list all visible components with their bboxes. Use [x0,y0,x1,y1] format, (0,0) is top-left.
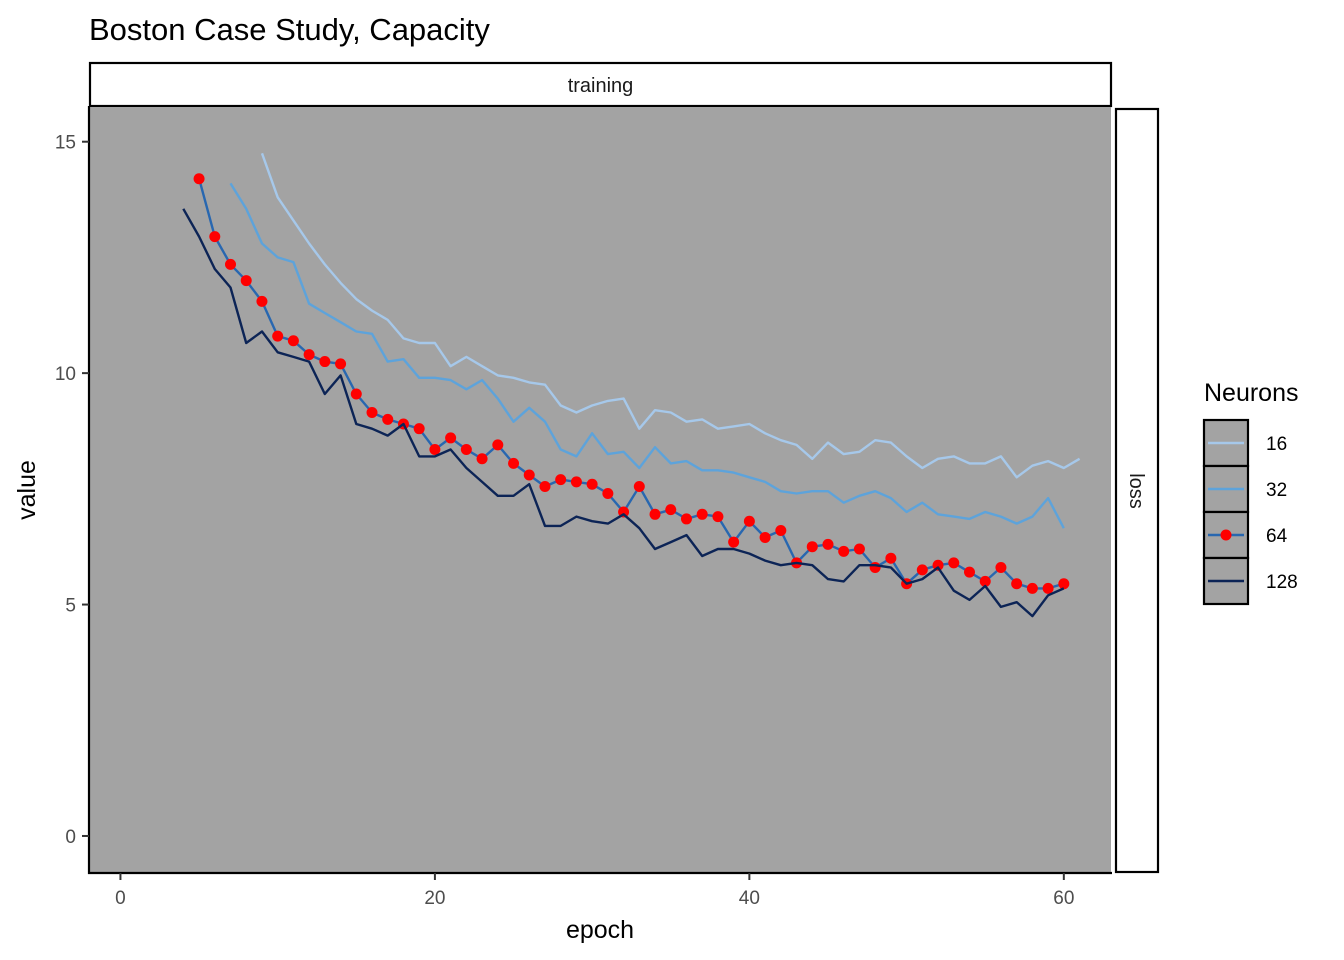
x-axis-title: epoch [566,916,634,944]
data-point-64 [240,275,252,287]
data-point-64 [523,469,535,481]
data-point-64 [853,543,865,555]
legend-label-64: 64 [1266,526,1288,547]
legend: Neurons 16 32 64 128 [1202,379,1299,606]
series-line-16 [260,152,1081,479]
chart-title: Boston Case Study, Capacity [89,12,490,47]
data-point-64 [256,295,268,307]
data-point-64 [759,531,771,543]
data-point-64 [869,562,881,574]
legend-items: 16 32 64 128 [1202,418,1298,606]
series-layer [182,152,1081,618]
data-point-64 [743,515,755,527]
data-point-64 [885,552,897,564]
data-point-64 [350,388,362,400]
data-point-64 [303,349,315,361]
y-tick-label: 0 [65,827,76,848]
data-point-64 [586,478,598,490]
data-point-64 [775,524,787,536]
series-line-32 [229,182,1065,529]
y-axis-ticks: 0 5 10 15 [55,133,89,848]
data-point-64 [649,508,661,520]
y-tick-label: 10 [55,364,76,385]
x-tick-label: 0 [115,888,126,909]
facet-label-top: training [568,75,634,97]
data-point-64 [319,356,331,368]
data-point-64 [555,474,567,486]
data-point-64 [335,358,347,370]
data-point-64 [1026,582,1038,594]
data-point-64 [916,564,928,576]
data-point-64 [193,173,205,185]
data-point-64 [932,559,944,571]
data-point-64 [806,541,818,553]
data-point-64 [1042,582,1054,594]
data-point-64 [445,432,457,444]
facet-strip-top [88,61,1113,108]
data-point-64 [366,406,378,418]
data-point-64 [822,538,834,550]
legend-title: Neurons [1204,379,1299,407]
data-point-64 [728,536,740,548]
y-tick-label: 5 [65,596,76,617]
data-point-64 [570,476,582,488]
y-axis-title: value [13,460,41,520]
data-point-64 [225,258,237,270]
x-tick-label: 20 [424,888,445,909]
y-tick-label: 15 [55,133,76,154]
series-line-128 [182,208,1065,618]
data-point-64 [429,444,441,456]
data-point-64 [963,566,975,578]
data-point-64 [413,423,425,435]
data-point-64 [948,557,960,569]
data-point-64 [209,231,221,243]
legend-label-128: 128 [1266,572,1298,593]
x-tick-label: 40 [739,888,760,909]
data-point-64 [838,545,850,557]
data-point-64 [492,439,504,451]
data-point-64 [508,457,520,469]
data-point-64 [995,562,1007,574]
data-point-64 [680,513,692,525]
facet-label-right: loss [1125,473,1147,509]
data-point-64 [272,330,284,342]
data-point-64 [476,453,488,465]
facet-strip-right [1114,107,1160,874]
x-tick-label: 60 [1053,888,1074,909]
legend-point-64 [1220,529,1232,541]
data-point-64 [1011,578,1023,590]
data-point-64 [712,511,724,523]
data-point-64 [602,487,614,499]
data-point-64 [979,575,991,587]
data-point-64 [382,413,394,425]
data-point-64 [539,481,551,493]
data-point-64 [1058,578,1070,590]
data-point-64 [460,444,472,456]
legend-label-32: 32 [1266,480,1287,501]
legend-label-16: 16 [1266,434,1287,455]
data-point-64 [696,508,708,520]
x-axis-ticks: 0 20 40 60 [115,873,1074,909]
data-point-64 [287,335,299,347]
data-point-64 [665,504,677,516]
data-point-64 [633,481,645,493]
